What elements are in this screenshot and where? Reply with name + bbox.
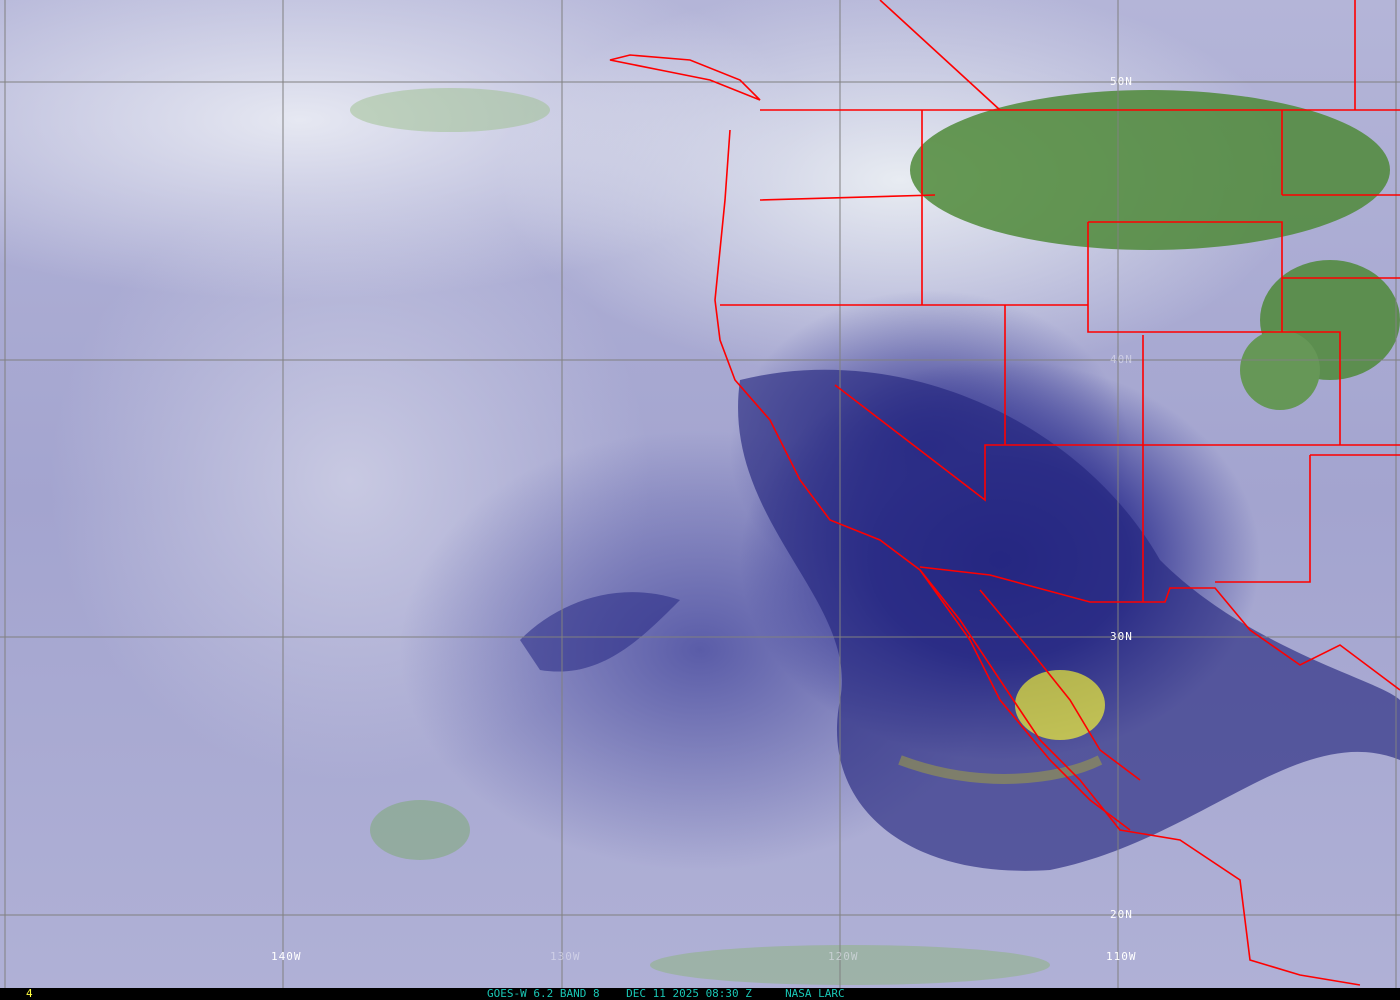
dry-air-region	[370, 800, 470, 860]
dry-air-region	[910, 90, 1390, 250]
very-moist-band	[898, 755, 1103, 784]
vancouver-island	[609, 54, 761, 101]
lat-label-30n: 30N	[1110, 630, 1133, 643]
lat-label-50n: 50N	[1110, 75, 1133, 88]
product-label: GOES-W 6.2 BAND 8	[487, 987, 600, 1000]
dry-air-region	[350, 88, 550, 132]
political-boundaries	[609, 0, 1400, 986]
lon-label-120w: 120W	[828, 950, 859, 963]
caption: GOES-W 6.2 BAND 8 DEC 11 2025 08:30 Z NA…	[487, 988, 845, 1000]
west-coast	[714, 129, 1361, 986]
caption-bar: 4 GOES-W 6.2 BAND 8 DEC 11 2025 08:30 Z …	[0, 988, 1400, 1000]
lon-label-110w: 110W	[1106, 950, 1137, 963]
very-moist-region	[1015, 670, 1105, 740]
mexico-coast	[979, 589, 1141, 781]
lat-label-40n: 40N	[1110, 353, 1133, 366]
frame-number: 4	[26, 987, 33, 1000]
datetime-label: DEC 11 2025 08:30 Z	[626, 987, 752, 1000]
dry-air-region	[650, 945, 1050, 985]
dry-air-region	[1240, 330, 1320, 410]
moisture-plume	[738, 369, 1400, 871]
source-label: NASA LARC	[785, 987, 845, 1000]
moisture-band	[520, 592, 680, 672]
lat-label-20n: 20N	[1110, 908, 1133, 921]
state-borders	[720, 0, 1400, 602]
us-mexico-border	[919, 566, 1400, 691]
lon-label-140w: 140W	[271, 950, 302, 963]
baja-peninsula	[919, 569, 1131, 831]
lon-label-130w: 130W	[550, 950, 581, 963]
